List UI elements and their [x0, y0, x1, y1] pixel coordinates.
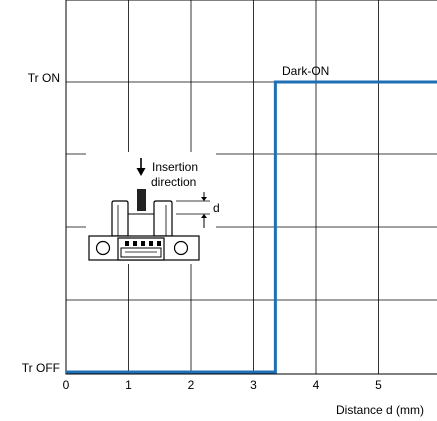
- dimension-d-marker: [176, 192, 210, 228]
- x-tick-labels: 0123456: [63, 378, 383, 392]
- y-label-tr-off: Tr OFF: [22, 361, 60, 375]
- insertion-arrow-icon: [136, 158, 146, 176]
- x-tick-label-5: 5: [375, 378, 382, 392]
- insertion-label-line1: Insertion: [152, 160, 198, 174]
- mounting-hole-left-icon: [95, 240, 111, 256]
- x-axis-label: Distance d (mm): [336, 403, 424, 417]
- x-tick-label-2: 2: [188, 378, 195, 392]
- x-tick-label-3: 3: [250, 378, 257, 392]
- insertion-label-line2: direction: [151, 175, 196, 189]
- inserted-plate: [137, 189, 146, 211]
- sensor-diagram: Insertion direction: [86, 152, 220, 264]
- mounting-hole-right-icon: [173, 240, 189, 256]
- series-line-dark-on: [66, 80, 437, 374]
- vertical-gridlines: [128, 0, 379, 374]
- series-label-dark-on: Dark-ON: [282, 64, 329, 78]
- sensor-right-arm: [153, 200, 173, 237]
- y-label-tr-on: Tr ON: [28, 71, 60, 85]
- x-tick-label-4: 4: [313, 378, 320, 392]
- plot-frame: [65, 0, 437, 375]
- dimension-d-label: d: [213, 201, 220, 215]
- x-tick-label-0: 0: [63, 378, 70, 392]
- sensor-left-arm: [111, 200, 129, 237]
- x-tick-label-1: 1: [125, 378, 132, 392]
